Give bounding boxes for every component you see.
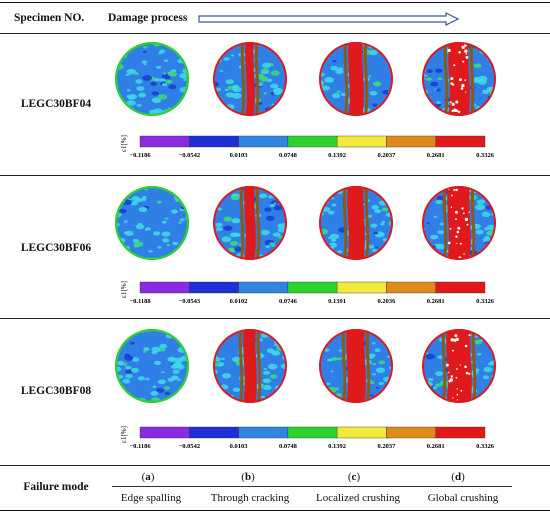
strain-field-disc [213,329,287,403]
top-rule [0,2,550,3]
colorbar: ε1[%]−0.1186 −0.0542 0.0103 0.0748 0.1392 0.2… [120,426,495,450]
colorbar-tick-label: 0.2681 [427,298,445,305]
colorbar-tick-label: 0.0103 [230,152,249,159]
colorbar-label: ε1[%] [120,135,128,152]
failure-mode-label: Failure mode [23,481,89,493]
strain-field-disc [115,329,189,403]
colorbar-tick-label: 0.0746 [279,298,298,305]
colorbar: ε1[%]−0.1188 −0.0543 0.0102 0.0746 0.1391 0.2… [120,281,495,305]
colorbar-tick-label: 0.2681 [427,443,445,450]
colorbar-segment [139,135,190,148]
colorbar-tick-label: 0.2036 [377,298,396,305]
colorbar-segment [336,135,387,148]
colorbar-segment [139,281,190,294]
colorbar-segment [189,135,239,148]
colorbar-segment [386,426,436,439]
colorbar-tick-label: 0.1391 [328,298,346,305]
colorbar-tick-label: 0.1392 [328,443,346,450]
colorbar-tick-label: 0.0103 [230,443,249,450]
colorbar-segment [238,281,289,294]
header-rule [0,33,550,34]
strain-field-disc [422,186,496,260]
colorbar-tick-label: 0.3326 [476,443,495,450]
specimen-header: Specimen NO. [14,12,85,24]
colorbar-tick-label: 0.2681 [427,152,445,159]
colorbar-segment [287,281,338,294]
stage-letter: (b) [241,471,255,483]
specimen-id: LEGC30BF04 [20,98,92,110]
colorbar-tick-label: 0.2037 [377,443,396,450]
row-divider-1 [0,175,550,176]
colorbar-tick-label: −0.0542 [179,443,201,450]
colorbar-label: ε1[%] [120,281,128,298]
colorbar-segment [189,281,239,294]
colorbar-segment [336,281,387,294]
colorbar-tick-label: 0.3326 [476,152,495,159]
process-header: Damage process [108,12,188,24]
colorbar-segment [386,135,436,148]
colorbar-tick-label: −0.0543 [179,298,201,305]
strain-field-disc [213,42,287,116]
colorbar-tick-label: 0.2037 [377,152,396,159]
failure-subrule [112,486,512,487]
colorbar-segment [139,426,190,439]
colorbar-segment [189,426,239,439]
failure-mode-name: Edge spalling [120,492,182,504]
colorbar-tick-label: −0.0542 [179,152,201,159]
colorbar-tick-label: 0.0102 [230,298,248,305]
colorbar-tick-label: −0.1186 [129,443,151,450]
colorbar-segment [336,426,387,439]
colorbar-segment [386,281,436,294]
strain-field-disc [319,329,393,403]
colorbar-tick-label: 0.0748 [279,443,298,450]
colorbar-segment [287,426,338,439]
failure-mode-name: Global crushing [427,492,499,504]
strain-field-disc [213,186,287,260]
bottom-rule [0,510,550,511]
strain-field-disc [319,42,393,116]
stage-letter: (d) [451,471,465,483]
colorbar: ε1[%]−0.1186 −0.0542 0.0103 0.0748 0.1392 0.2… [120,135,495,159]
colorbar-segment [238,426,289,439]
stage-letter: (a) [141,471,155,483]
colorbar-label: ε1[%] [120,426,128,443]
strain-field-disc [422,329,496,403]
strain-field-disc [115,42,189,116]
failure-mode-name: Localized crushing [316,492,400,504]
specimen-id: LEGC30BF06 [20,242,92,254]
strain-field-disc [319,186,393,260]
colorbar-segment [287,135,338,148]
stage-letter: (c) [347,471,361,483]
colorbar-segment [435,426,486,439]
failure-rule [0,465,550,466]
colorbar-tick-label: −0.1188 [129,298,151,305]
colorbar-tick-label: 0.1392 [328,152,346,159]
colorbar-tick-label: −0.1186 [129,152,151,159]
colorbar-tick-label: 0.0748 [279,152,298,159]
strain-field-disc [422,42,496,116]
colorbar-segment [435,135,486,148]
process-arrow-icon [198,12,460,26]
strain-field-disc [115,186,189,260]
colorbar-segment [238,135,289,148]
failure-mode-name: Through cracking [210,492,290,504]
row-divider-2 [0,318,550,319]
specimen-id: LEGC30BF08 [20,385,92,397]
colorbar-segment [435,281,486,294]
colorbar-tick-label: 0.3326 [476,298,495,305]
